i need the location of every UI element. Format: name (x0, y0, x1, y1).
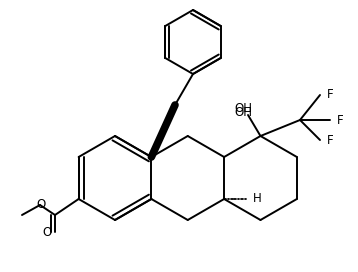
Text: O: O (43, 227, 52, 240)
Text: O: O (37, 197, 45, 211)
Text: F: F (327, 88, 333, 101)
Text: F: F (337, 113, 343, 126)
Text: F: F (327, 134, 333, 147)
Text: OH: OH (234, 106, 252, 119)
Text: H: H (253, 193, 262, 206)
Text: OH: OH (234, 101, 252, 115)
